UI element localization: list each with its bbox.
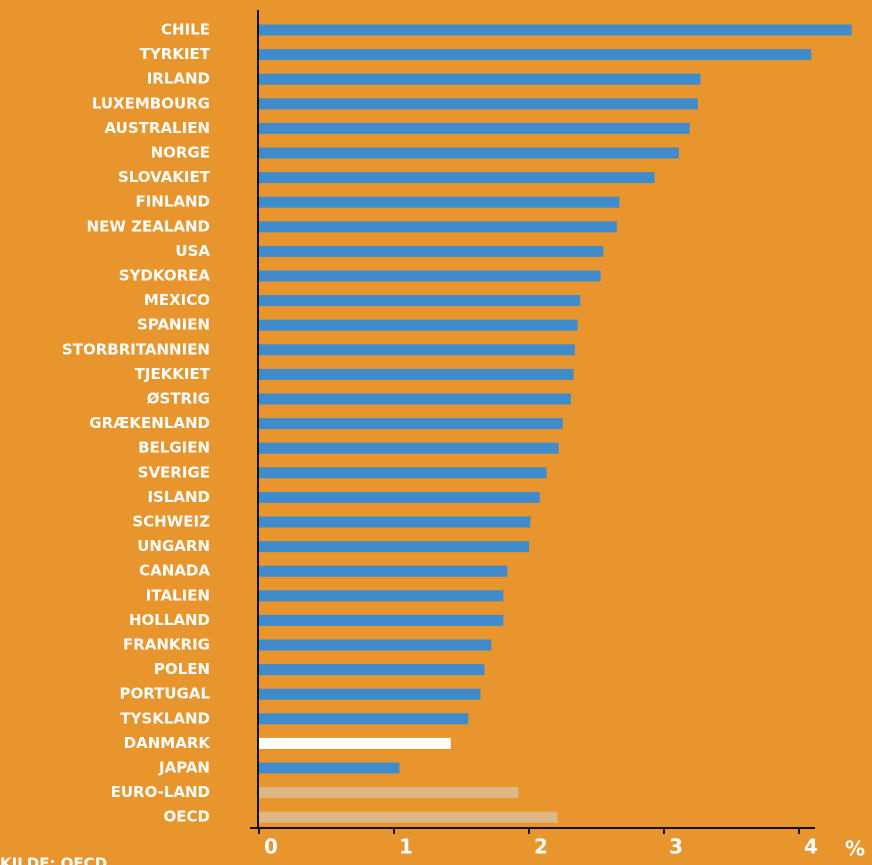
bar [259,393,571,405]
bar [259,418,563,430]
y-tick-label: CHILE [161,21,210,39]
y-tick-label: HOLLAND [129,611,210,629]
y-tick-label: ITALIEN [146,586,210,604]
bar [259,172,655,184]
y-tick-label: DANMARK [124,734,212,752]
bar [259,787,519,799]
bar [259,245,604,257]
y-tick-label: ISLAND [147,488,210,506]
bar [259,541,529,553]
y-tick-label: EURO-LAND [111,783,210,801]
y-tick-label: AUSTRALIEN [105,119,210,137]
bar [259,491,540,503]
unit-label: % [845,837,865,861]
y-tick-label: ØSTRIG [147,390,210,408]
x-tick-label: 1 [399,835,413,859]
y-tick-label: FINLAND [135,193,210,211]
bar [259,713,469,725]
y-tick-label: SPANIEN [137,316,210,334]
y-tick-label: LUXEMBOURG [92,94,210,112]
x-tick-label: 4 [804,835,818,859]
bar [259,147,679,159]
y-tick-label: SVERIGE [138,463,210,481]
bar [259,295,581,307]
y-tick-label: SYDKOREA [119,267,211,285]
bar [259,270,601,282]
bar [259,73,701,85]
bar [259,688,481,700]
bar [259,737,451,749]
bar [259,590,504,602]
bar [259,344,575,356]
y-tick-label: NORGE [151,144,210,162]
y-tick-label: GRÆKENLAND [89,414,210,432]
y-tick-label: TYRKIET [140,45,211,63]
y-tick-label: OECD [164,808,210,826]
y-tick-label: PORTUGAL [119,685,210,703]
y-tick-label: TJEKKIET [135,365,211,383]
y-tick-label: UNGARN [137,537,210,555]
bar [259,49,812,61]
y-tick-label: FRANKRIG [123,636,210,654]
bar [259,516,531,528]
x-tick-label: 2 [534,835,548,859]
y-tick-label: JAPAN [158,759,210,777]
y-tick-label: USA [175,242,210,260]
y-tick-label: STORBRITANNIEN [62,340,210,358]
bar [259,98,698,110]
bar [259,368,574,380]
bar [259,122,690,134]
x-tick-label: 3 [669,835,683,859]
y-tick-label: IRLAND [147,70,210,88]
y-tick-label: TYSKLAND [120,709,210,727]
source: KILDE: OECD [0,855,107,865]
bar [259,319,578,331]
y-tick-label: SLOVAKIET [118,168,211,186]
y-tick-label: MEXICO [144,291,210,309]
x-tick-label: 0 [264,835,278,859]
bar [259,24,852,36]
bar [259,565,508,577]
bar [259,639,492,651]
bar [259,467,547,479]
bar [259,442,559,454]
y-tick-label: SCHWEIZ [132,513,210,531]
bar [259,762,400,774]
y-tick-label: POLEN [154,660,210,678]
bar [259,614,504,626]
bar [259,664,485,676]
y-tick-label: BELGIEN [138,439,210,457]
y-tick-label: NEW ZEALAND [87,217,210,235]
bar [259,196,620,208]
bar [259,221,617,233]
y-tick-label: CANADA [139,562,210,580]
bar [259,811,558,823]
